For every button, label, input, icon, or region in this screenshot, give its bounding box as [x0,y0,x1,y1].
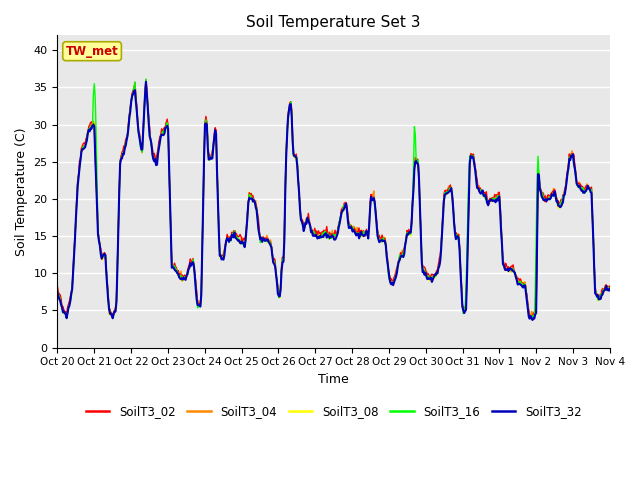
SoilT3_16 [153,158,161,164]
SoilT3_16 [606,286,614,291]
SoilT3_08 [305,216,312,222]
SoilT3_32 [142,79,150,85]
SoilT3_08 [424,273,431,279]
SoilT3_04 [470,159,478,165]
SoilT3_08 [54,290,61,296]
SoilT3_32 [54,289,61,295]
Line: SoilT3_02: SoilT3_02 [58,80,610,319]
Y-axis label: Soil Temperature (C): Soil Temperature (C) [15,127,28,256]
Title: Soil Temperature Set 3: Soil Temperature Set 3 [246,15,421,30]
SoilT3_16 [381,240,388,245]
Line: SoilT3_16: SoilT3_16 [58,79,610,319]
SoilT3_08 [152,159,160,165]
SoilT3_32 [470,162,478,168]
SoilT3_04 [54,290,61,296]
SoilT3_02 [606,283,614,289]
SoilT3_16 [198,291,205,297]
SoilT3_16 [305,220,313,226]
SoilT3_08 [196,304,204,310]
SoilT3_16 [54,288,61,293]
SoilT3_08 [529,316,536,322]
Line: SoilT3_04: SoilT3_04 [58,81,610,318]
SoilT3_08 [142,79,150,84]
SoilT3_04 [142,78,150,84]
SoilT3_16 [142,76,150,82]
SoilT3_08 [470,163,478,169]
SoilT3_02 [527,316,534,322]
Legend: SoilT3_02, SoilT3_04, SoilT3_08, SoilT3_16, SoilT3_32: SoilT3_02, SoilT3_04, SoilT3_08, SoilT3_… [81,400,586,423]
SoilT3_04 [196,300,204,306]
SoilT3_08 [606,285,614,290]
SoilT3_02 [380,236,388,241]
Line: SoilT3_08: SoilT3_08 [58,82,610,319]
SoilT3_32 [606,286,614,292]
SoilT3_16 [424,273,432,278]
SoilT3_32 [196,304,204,310]
SoilT3_02 [142,77,150,83]
SoilT3_04 [606,283,614,288]
Line: SoilT3_32: SoilT3_32 [58,82,610,320]
SoilT3_02 [470,157,478,163]
SoilT3_04 [380,234,388,240]
SoilT3_02 [424,273,431,278]
SoilT3_32 [152,162,160,168]
SoilT3_02 [152,157,160,163]
SoilT3_16 [472,167,479,173]
X-axis label: Time: Time [318,373,349,386]
SoilT3_04 [152,156,160,162]
SoilT3_08 [380,237,388,242]
SoilT3_04 [424,270,431,276]
SoilT3_16 [63,316,70,322]
Text: TW_met: TW_met [66,45,118,58]
SoilT3_02 [196,302,204,308]
SoilT3_02 [305,210,312,216]
SoilT3_04 [305,215,312,221]
SoilT3_32 [305,217,312,223]
SoilT3_32 [424,276,431,282]
SoilT3_32 [380,238,388,243]
SoilT3_02 [54,284,61,289]
SoilT3_04 [527,315,534,321]
SoilT3_32 [529,317,536,323]
